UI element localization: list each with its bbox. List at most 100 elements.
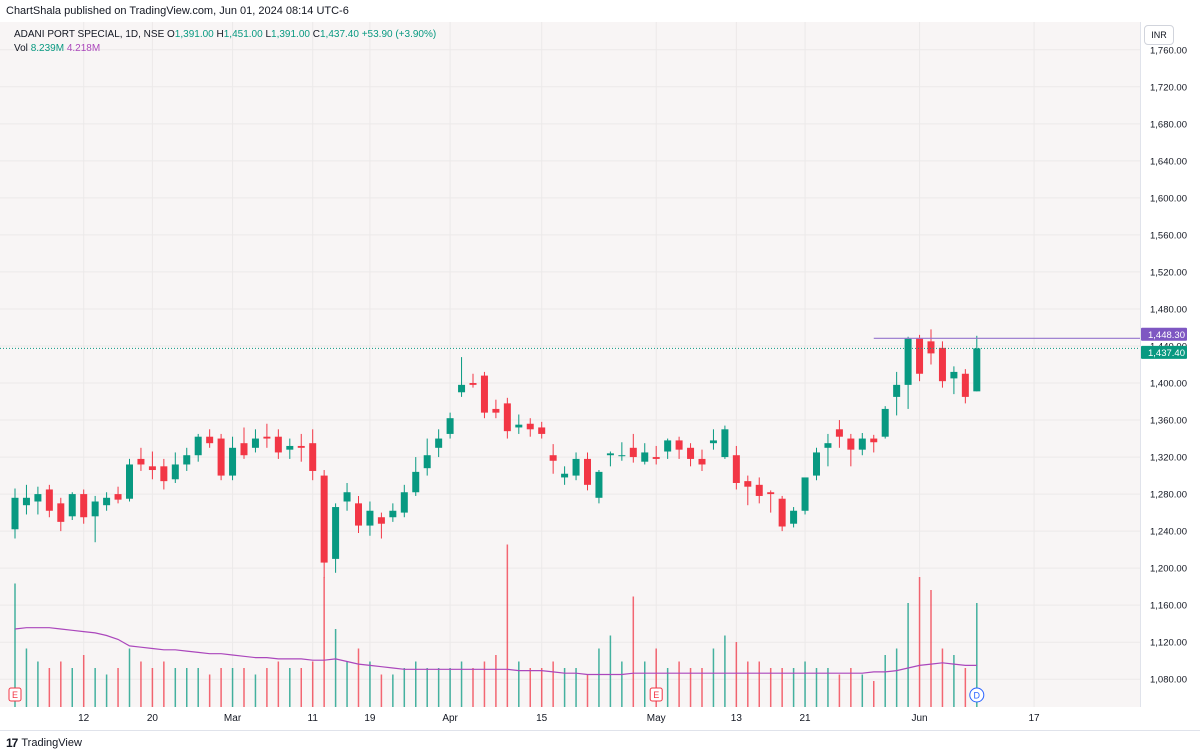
volume-bar [632, 596, 635, 707]
volume-bar [506, 544, 509, 707]
volume-bar [792, 668, 795, 707]
candle-body [423, 455, 431, 469]
volume-bar [437, 668, 440, 707]
candle-body [240, 443, 248, 456]
candle-body [904, 338, 912, 385]
volume-bar [254, 674, 257, 707]
candle-body [80, 494, 88, 518]
candle-body [961, 373, 969, 397]
volume-ma-line [14, 627, 977, 676]
volume-bar [346, 661, 348, 707]
earnings-marker-label: E [653, 690, 659, 700]
volume-bar [941, 648, 944, 707]
y-tick-label: 1,560.00 [1150, 230, 1187, 241]
top-bar: ChartShala published on TradingView.com,… [0, 0, 1200, 22]
candle-body [938, 347, 946, 382]
x-tick-label: 19 [364, 713, 376, 724]
volume-bar [311, 661, 314, 707]
currency-button[interactable]: INR [1144, 25, 1174, 45]
candle-body [675, 440, 683, 450]
candle-body [309, 443, 317, 471]
volume-label[interactable]: Vol [14, 43, 28, 54]
candles [11, 329, 981, 578]
x-tick-label: 15 [536, 713, 548, 724]
candle-body [835, 429, 843, 437]
candle-body [355, 503, 362, 526]
price-badge [1141, 345, 1187, 359]
volume-bar [174, 668, 177, 707]
volume-bar [907, 603, 909, 707]
candle-body [286, 445, 294, 450]
volume-bar [735, 642, 738, 707]
volume-bar [953, 655, 955, 707]
candle-body [755, 484, 763, 496]
y-tick-label: 1,280.00 [1150, 490, 1187, 501]
volume-bar [586, 674, 589, 707]
dividend-marker [969, 687, 985, 703]
price-badge [1141, 327, 1187, 341]
volume-bar [369, 661, 371, 707]
volume-bar [895, 648, 898, 707]
candle-body [744, 481, 752, 487]
candle-body [389, 510, 397, 518]
low-value: 1,391.00 [271, 29, 310, 40]
y-tick-label: 1,760.00 [1150, 45, 1187, 56]
volume-bar [140, 661, 142, 707]
volume-bar [781, 668, 783, 707]
candle-body [34, 494, 42, 502]
tradingview-brand: TradingView [21, 737, 82, 749]
candle-body [526, 423, 534, 430]
volume-bar [540, 668, 543, 707]
volume-bar [289, 668, 291, 707]
candle-body [652, 457, 660, 459]
candle-body [57, 503, 65, 522]
volume-bar [117, 668, 119, 707]
volume-bars [14, 544, 978, 707]
candle-body [206, 436, 214, 444]
volume-bar [964, 668, 967, 707]
volume-bar [186, 668, 188, 707]
tradingview-logo-icon: 17 [6, 736, 18, 750]
volume-bar [105, 674, 108, 707]
price-axis[interactable] [1140, 22, 1200, 707]
candle-body [572, 458, 580, 476]
candle-body [137, 458, 145, 465]
x-tick-label: 20 [147, 713, 159, 724]
volume-bar [873, 681, 875, 707]
volume-bar [151, 668, 154, 707]
candle-body [297, 445, 305, 448]
candle-body [148, 466, 156, 471]
volume-bar [392, 674, 394, 707]
earnings-marker-label: E [12, 690, 18, 700]
candle-body [412, 471, 420, 493]
volume-bar [300, 668, 302, 707]
candle-body [446, 418, 454, 434]
volume-ma-value: 4.218M [66, 43, 101, 54]
volume-bar [357, 648, 360, 707]
candle-body [458, 384, 466, 393]
volume-bar [850, 668, 852, 707]
plot-area[interactable] [0, 22, 1140, 707]
volume-bar [208, 674, 211, 707]
volume-bar [48, 668, 51, 707]
volume-bar [861, 674, 864, 707]
volume-bar [644, 661, 646, 707]
candle-body [194, 436, 202, 456]
volume-bar [689, 668, 692, 707]
y-tick-label: 1,200.00 [1150, 564, 1187, 575]
candle-body [503, 403, 511, 432]
y-tick-label: 1,640.00 [1150, 156, 1187, 167]
volume-bar [426, 668, 428, 707]
y-tick-label: 1,720.00 [1150, 82, 1187, 93]
volume-bar [563, 668, 566, 707]
symbol-name[interactable]: ADANI PORT SPECIAL, 1D, NSE [14, 29, 165, 40]
candle-body [950, 371, 958, 379]
candle-body [687, 447, 695, 459]
volume-bar [220, 668, 222, 707]
y-tick-label: 1,520.00 [1150, 267, 1187, 278]
candle-body [469, 383, 477, 385]
tradingview-logo[interactable]: 17 TradingView [6, 736, 82, 750]
candle-body [91, 501, 99, 517]
candle-body [103, 497, 111, 506]
